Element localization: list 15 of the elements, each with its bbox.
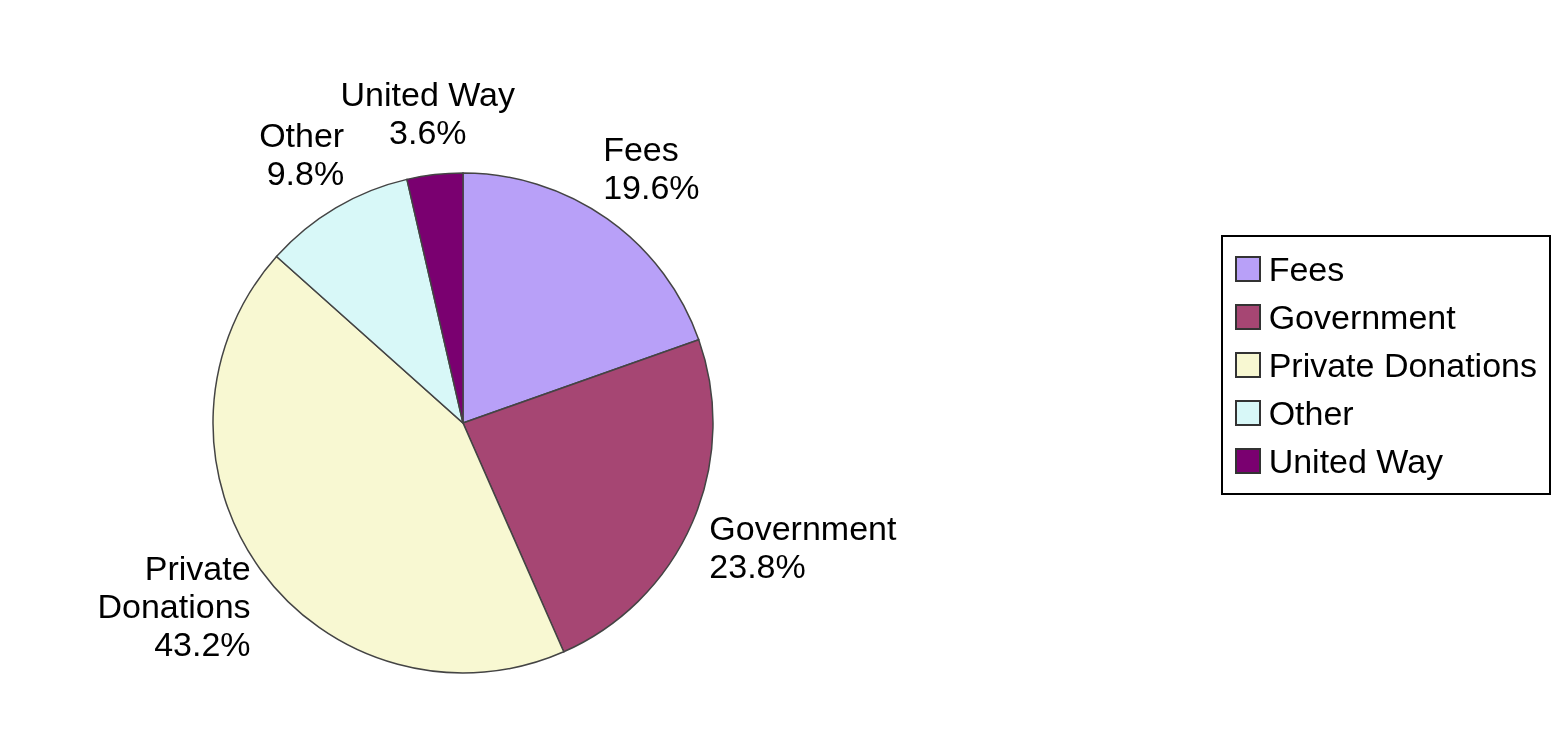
data-label: 43.2% — [154, 625, 251, 664]
legend-label: Government — [1268, 297, 1456, 338]
data-label: 23.8% — [709, 546, 806, 585]
slice-label: Government — [709, 508, 897, 547]
data-label: 19.6% — [603, 168, 700, 207]
slice-label: United Way — [340, 74, 516, 113]
slice-label: Other — [259, 116, 345, 155]
data-label: 3.6% — [389, 112, 467, 151]
data-label: 9.8% — [266, 154, 345, 193]
slice-label: Private Donations — [97, 549, 251, 626]
legend-label: Fees — [1268, 249, 1345, 290]
legend-label: Other — [1268, 393, 1354, 434]
legend-label: Private Donations — [1268, 345, 1537, 386]
legend-label: United Way — [1268, 441, 1444, 482]
slice-label: Fees — [603, 130, 679, 169]
